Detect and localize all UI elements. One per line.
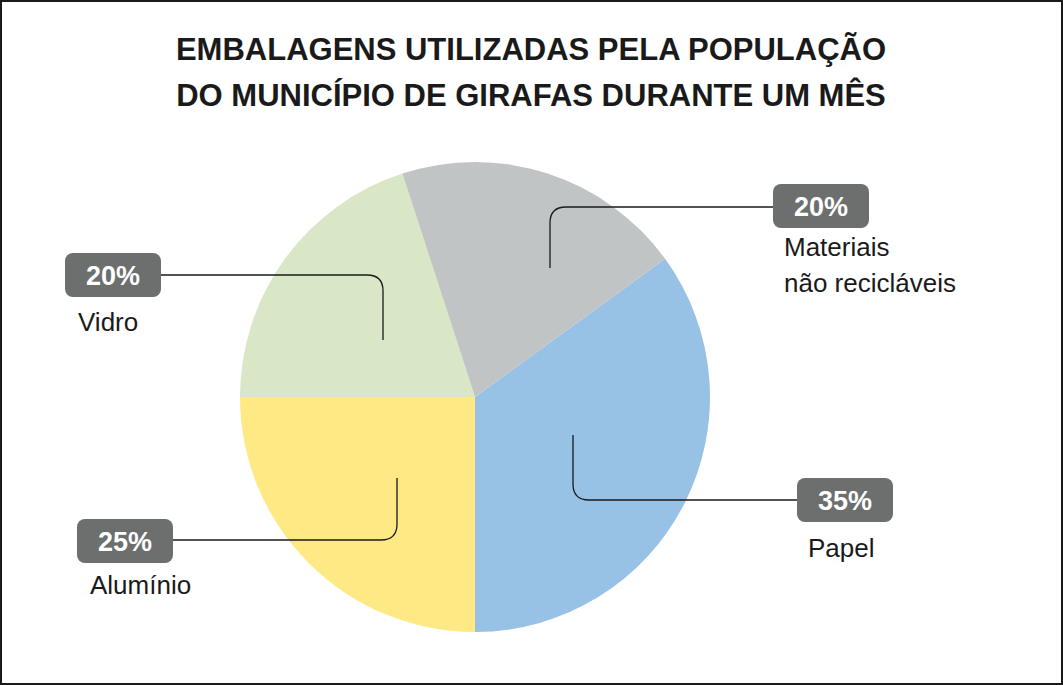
title-line: EMBALAGENS UTILIZADAS PELA POPULAÇÃO — [176, 32, 886, 67]
category-label: Materiais não recicláveis — [784, 232, 956, 298]
pie-slice — [240, 397, 475, 632]
data-label: 20% — [86, 261, 140, 291]
leader-line — [161, 275, 383, 340]
leader-line — [550, 207, 773, 268]
category-label: Vidro — [78, 307, 138, 337]
title: EMBALAGENS UTILIZADAS PELA POPULAÇÃO DO M… — [176, 32, 886, 113]
leader-line — [573, 435, 797, 500]
category-line: Alumínio — [90, 570, 191, 600]
label-box — [65, 253, 161, 297]
label-box — [797, 478, 893, 522]
frame — [1, 1, 1062, 684]
category-line: não recicláveis — [784, 268, 956, 298]
category-line: Papel — [808, 533, 875, 563]
pie — [240, 162, 710, 632]
data-label: 20% — [794, 192, 848, 222]
data-label: 35% — [818, 486, 872, 516]
category-line: Materiais — [784, 232, 889, 262]
pie-slice — [402, 162, 665, 397]
title-line: DO MUNICÍPIO DE GIRAFAS DURANTE UM MÊS — [176, 77, 886, 113]
label-box — [773, 184, 869, 228]
label-box — [77, 519, 173, 563]
category-label: Papel — [808, 533, 875, 563]
category-label: Alumínio — [90, 570, 191, 600]
category-line: Vidro — [78, 307, 138, 337]
data-label: 25% — [98, 527, 152, 557]
leader-line — [173, 478, 397, 540]
chart: EMBALAGENS UTILIZADAS PELA POPULAÇÃO DO M… — [0, 0, 1063, 685]
